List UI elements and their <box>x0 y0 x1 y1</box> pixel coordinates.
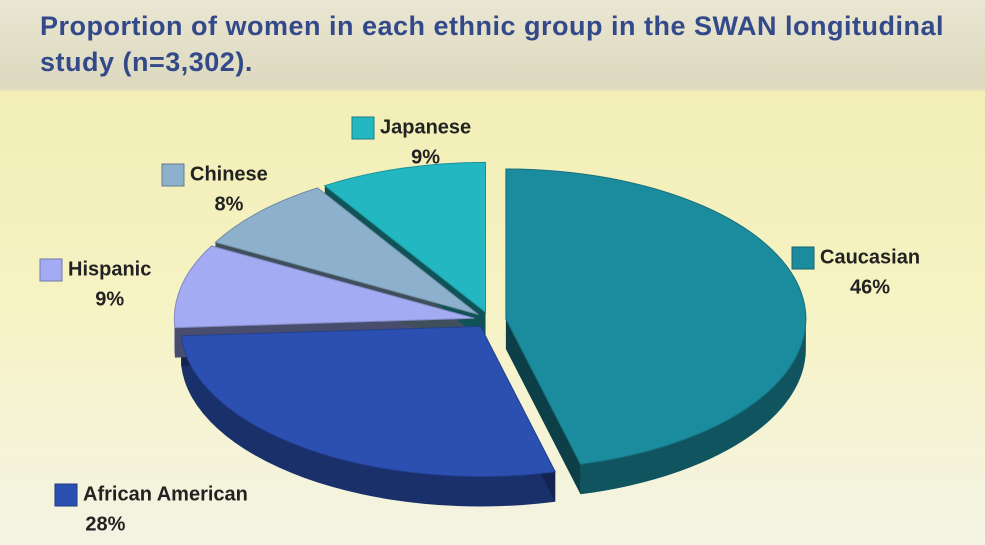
legend-swatch <box>351 116 375 140</box>
slice <box>214 187 479 316</box>
slice-label: Caucasian <box>820 246 920 268</box>
chart-title: Proportion of women in each ethnic group… <box>40 11 944 77</box>
slice-label: Chinese <box>190 163 268 185</box>
slice-cut <box>505 318 581 495</box>
slice-value-label: 9% <box>95 288 124 310</box>
slice-label: Hispanic <box>68 258 151 280</box>
legend-swatch <box>54 483 78 507</box>
slice <box>173 245 475 329</box>
slice <box>180 325 556 477</box>
slice-value-label: 46% <box>850 276 890 298</box>
slice-side <box>181 335 556 507</box>
slice-side <box>580 318 806 495</box>
legend-swatch <box>161 163 185 187</box>
slice <box>323 161 487 314</box>
slice-value-label: 28% <box>85 513 125 535</box>
slice <box>505 168 807 465</box>
slice-label: African American <box>83 483 248 505</box>
legend-swatch <box>39 258 63 282</box>
slice-value-label: 8% <box>214 193 243 215</box>
slice-value-label: 9% <box>411 146 440 168</box>
legend-swatch <box>791 246 815 270</box>
slice-label: Japanese <box>380 116 471 138</box>
